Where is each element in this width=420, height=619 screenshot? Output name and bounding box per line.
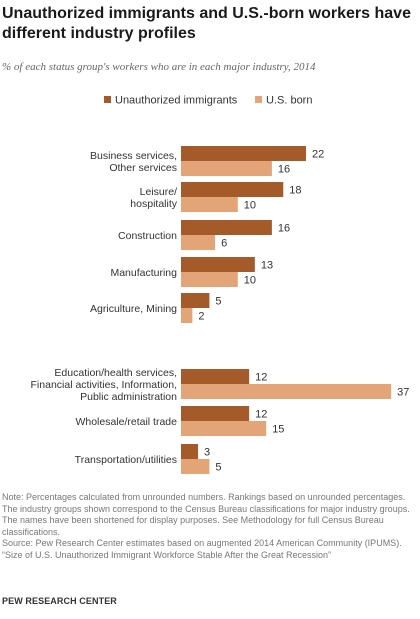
value-label: 37 [397, 387, 409, 399]
chart-notes: Note: Percentages calculated from unroun… [2, 492, 416, 561]
value-label: 15 [272, 424, 284, 436]
value-label: 10 [244, 200, 256, 212]
value-label: 5 [215, 462, 221, 474]
report-title: “Size of U.S. Unauthorized Immigrant Wor… [2, 549, 331, 560]
value-label: 6 [221, 238, 227, 250]
chart-subtitle: % of each status group's workers who are… [2, 61, 316, 73]
value-label: 10 [244, 275, 256, 287]
category-label: Public administration [80, 391, 177, 403]
footer-credit: PEW RESEARCH CENTER [2, 596, 117, 606]
bar [181, 161, 272, 176]
value-label: 16 [278, 223, 290, 235]
bar [181, 406, 250, 421]
category-label: Education/health services, [54, 367, 177, 379]
value-label: 16 [278, 164, 290, 176]
legend-swatch [104, 96, 111, 103]
bar [181, 369, 250, 384]
category-label: Agriculture, Mining [90, 303, 177, 315]
category-label: Financial activities, Information, [31, 379, 177, 391]
value-label: 3 [204, 447, 210, 459]
value-label: 12 [255, 409, 267, 421]
category-label: Transportation/utilities [75, 454, 177, 466]
category-label: Construction [118, 230, 177, 242]
value-label: 2 [198, 311, 204, 323]
chart-title: Unauthorized immigrants and U.S.-born wo… [2, 5, 411, 42]
category-label: Manufacturing [110, 267, 177, 279]
legend-swatch [255, 96, 262, 103]
value-label: 12 [255, 372, 267, 384]
value-label: 22 [312, 149, 324, 161]
note-text: Note: Percentages calculated from unroun… [2, 492, 410, 537]
value-label: 13 [261, 260, 273, 272]
category-label: hospitality [130, 198, 177, 210]
bar [181, 421, 267, 436]
bar [181, 197, 238, 212]
legend-label: Unauthorized immigrants [115, 95, 238, 107]
category-label: Leisure/ [140, 186, 177, 198]
bar [181, 146, 306, 161]
legend-label: U.S. born [266, 95, 312, 107]
bar [181, 182, 284, 197]
bar-chart: Unauthorized immigrants U.S. born 22 16 Busi… [31, 95, 409, 474]
bar [181, 220, 272, 235]
category-label: Wholesale/retail trade [75, 416, 177, 428]
value-label: 18 [289, 185, 301, 197]
bar [181, 235, 216, 250]
bar [181, 272, 238, 287]
category-label: Other services [109, 162, 177, 174]
bar [181, 444, 199, 459]
bar [181, 257, 255, 272]
category-label: Business services, [90, 150, 177, 162]
bar [181, 293, 210, 308]
source-text: Source: Pew Research Center estimates ba… [2, 538, 402, 548]
bar [181, 308, 193, 323]
bar [181, 384, 392, 399]
value-label: 5 [215, 296, 221, 308]
bar [181, 459, 210, 474]
